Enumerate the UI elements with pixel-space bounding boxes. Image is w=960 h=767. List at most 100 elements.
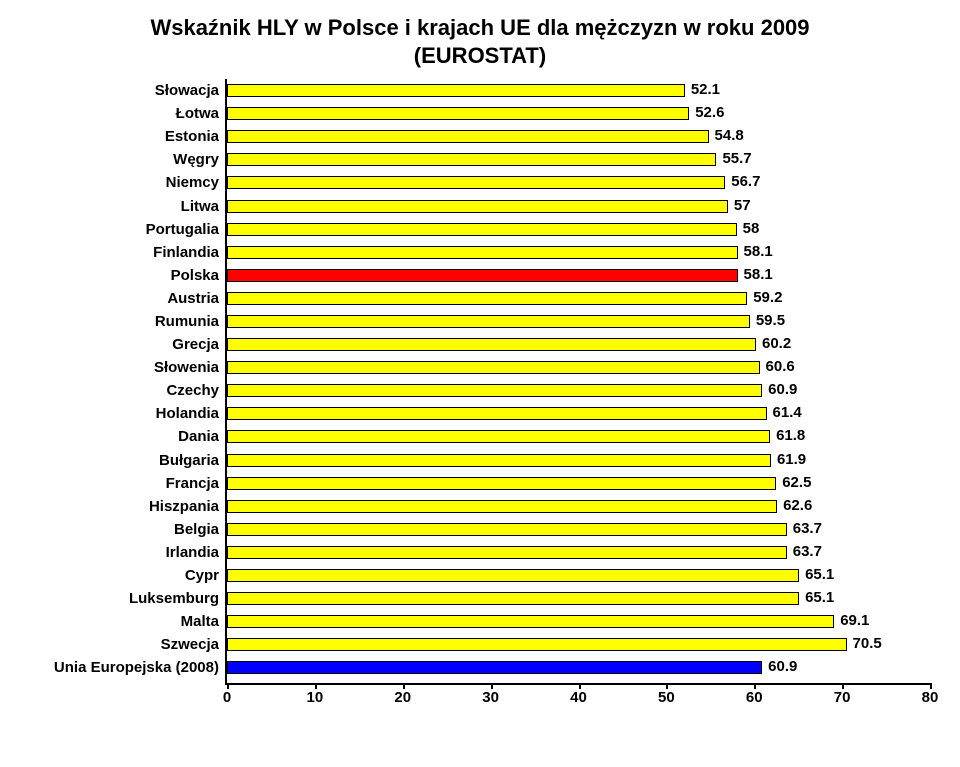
y-label: Francja — [30, 472, 225, 495]
y-label: Rumunia — [30, 310, 225, 333]
bar-value-label: 55.7 — [722, 147, 751, 170]
bar-value-label: 63.7 — [793, 517, 822, 540]
bars-container: 52.152.654.855.756.7575858.158.159.259.5… — [227, 79, 930, 683]
bar — [227, 661, 762, 674]
y-label: Litwa — [30, 194, 225, 217]
bar-row: 56.7 — [227, 171, 930, 194]
y-label: Słowacja — [30, 79, 225, 102]
bar-value-label: 63.7 — [793, 540, 822, 563]
bar-row: 58.1 — [227, 264, 930, 287]
y-label: Niemcy — [30, 171, 225, 194]
bar-value-label: 61.8 — [776, 424, 805, 447]
y-label: Luksemburg — [30, 587, 225, 610]
y-label: Holandia — [30, 402, 225, 425]
bar — [227, 569, 799, 582]
bar-value-label: 52.6 — [695, 101, 724, 124]
y-label: Polska — [30, 264, 225, 287]
bar-row: 52.6 — [227, 102, 930, 125]
bar — [227, 592, 799, 605]
bar-value-label: 60.9 — [768, 378, 797, 401]
x-tick-label: 30 — [482, 689, 499, 706]
bar-value-label: 52.1 — [691, 78, 720, 101]
bar-row: 65.1 — [227, 564, 930, 587]
chart-title: Wskaźnik HLY w Polsce i krajach UE dla m… — [30, 14, 930, 69]
chart-area: SłowacjaŁotwaEstoniaWęgryNiemcyLitwaPort… — [30, 79, 930, 757]
bar-value-label: 58 — [743, 217, 760, 240]
bar-row: 63.7 — [227, 518, 930, 541]
bar — [227, 454, 771, 467]
chart-title-line2: (EUROSTAT) — [30, 42, 930, 70]
bar — [227, 523, 787, 536]
bar — [227, 246, 738, 259]
bar-row: 60.2 — [227, 333, 930, 356]
bar — [227, 361, 760, 374]
bar-row: 61.8 — [227, 425, 930, 448]
bar-value-label: 59.2 — [753, 286, 782, 309]
bar — [227, 153, 716, 166]
bar-row: 62.6 — [227, 495, 930, 518]
y-label: Słowenia — [30, 356, 225, 379]
bar — [227, 338, 756, 351]
bar — [227, 269, 738, 282]
bar-value-label: 70.5 — [853, 632, 882, 655]
bar — [227, 384, 762, 397]
bar-row: 58 — [227, 218, 930, 241]
bar — [227, 130, 709, 143]
x-tick-label: 10 — [307, 689, 324, 706]
bar-value-label: 57 — [734, 193, 751, 216]
bar — [227, 176, 725, 189]
bar-value-label: 54.8 — [715, 124, 744, 147]
y-label: Belgia — [30, 518, 225, 541]
bar-row: 61.4 — [227, 402, 930, 425]
y-label: Austria — [30, 287, 225, 310]
chart-title-line1: Wskaźnik HLY w Polsce i krajach UE dla m… — [30, 14, 930, 42]
y-label: Dania — [30, 425, 225, 448]
bar-value-label: 59.5 — [756, 309, 785, 332]
bar-value-label: 60.9 — [768, 655, 797, 678]
bar-row: 65.1 — [227, 587, 930, 610]
bar-value-label: 58.1 — [744, 263, 773, 286]
y-axis-labels: SłowacjaŁotwaEstoniaWęgryNiemcyLitwaPort… — [30, 79, 225, 757]
bar-row: 52.1 — [227, 79, 930, 102]
bar — [227, 500, 777, 513]
bar — [227, 407, 767, 420]
x-tick-label: 60 — [746, 689, 763, 706]
bar — [227, 84, 685, 97]
bar-row: 63.7 — [227, 541, 930, 564]
bar-value-label: 60.2 — [762, 332, 791, 355]
y-label: Węgry — [30, 148, 225, 171]
x-tick-label: 0 — [223, 689, 231, 706]
y-label: Bułgaria — [30, 449, 225, 472]
bar-value-label: 60.6 — [766, 355, 795, 378]
bar-row: 60.9 — [227, 379, 930, 402]
bar — [227, 107, 689, 120]
y-label: Czechy — [30, 379, 225, 402]
x-tick-label: 70 — [834, 689, 851, 706]
bar-value-label: 62.5 — [782, 471, 811, 494]
bar-value-label: 65.1 — [805, 563, 834, 586]
bar-row: 69.1 — [227, 610, 930, 633]
bar-value-label: 65.1 — [805, 586, 834, 609]
bar-value-label: 58.1 — [744, 240, 773, 263]
x-tick-label: 80 — [922, 689, 939, 706]
bar-value-label: 69.1 — [840, 609, 869, 632]
bar — [227, 292, 747, 305]
y-label: Estonia — [30, 125, 225, 148]
bar-row: 57 — [227, 194, 930, 217]
bar — [227, 615, 834, 628]
bar-row: 61.9 — [227, 449, 930, 472]
bar-row: 55.7 — [227, 148, 930, 171]
bar-row: 58.1 — [227, 241, 930, 264]
y-label: Łotwa — [30, 102, 225, 125]
y-label: Hiszpania — [30, 495, 225, 518]
y-label: Irlandia — [30, 541, 225, 564]
bar-row: 59.5 — [227, 310, 930, 333]
bar-row: 70.5 — [227, 633, 930, 656]
bar-value-label: 61.9 — [777, 448, 806, 471]
y-label: Malta — [30, 610, 225, 633]
y-label: Portugalia — [30, 218, 225, 241]
bar-value-label: 61.4 — [773, 401, 802, 424]
bar-value-label: 62.6 — [783, 494, 812, 517]
bar — [227, 430, 770, 443]
bar — [227, 638, 847, 651]
